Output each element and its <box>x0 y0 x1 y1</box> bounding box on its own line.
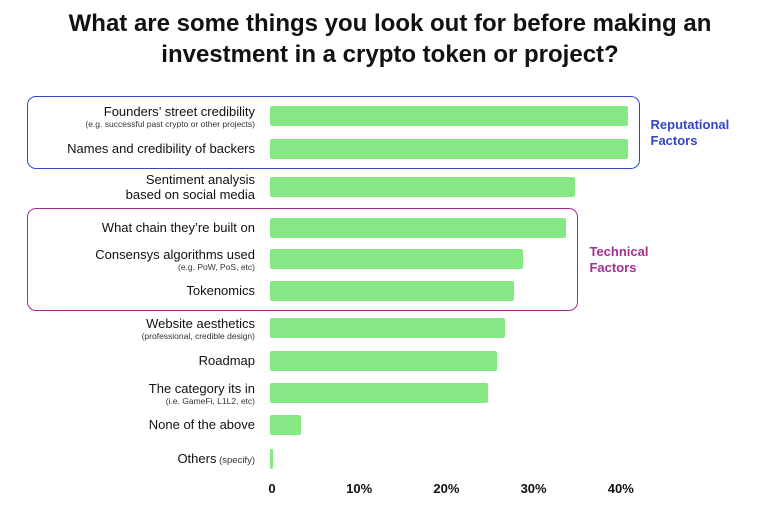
label-text: Consensys algorithms used <box>95 247 255 262</box>
bar <box>270 415 301 435</box>
label-text: Website aesthetics <box>146 316 255 331</box>
label-text: What chain they’re built on <box>101 220 255 235</box>
group-box <box>27 208 579 311</box>
chart-title: What are some things you look out for be… <box>0 8 780 70</box>
label-text: Names and credibility of backers <box>67 141 255 156</box>
category-label: Founders’ street credibility (e.g. succes… <box>85 104 255 129</box>
label-line: based on social media <box>125 187 255 202</box>
bar <box>270 281 515 301</box>
bar <box>270 449 273 469</box>
bar <box>270 318 506 338</box>
label-note: (specify) <box>216 455 255 466</box>
category-label: Sentiment analysis based on social media <box>126 172 255 202</box>
group-label: Technical Factors <box>589 244 648 276</box>
group-label-line: Technical <box>589 243 649 259</box>
x-tick-label: 10% <box>346 481 373 496</box>
label-text: Roadmap <box>198 353 255 368</box>
category-label: Consensys algorithms used (e.g. PoW, PoS,… <box>95 247 255 272</box>
label-text: The category its in <box>148 381 255 396</box>
label-note: (i.e. GameFi, L1L2, etc) <box>165 396 255 406</box>
label-note: (e.g. PoW, PoS, etc) <box>177 262 255 272</box>
bar <box>270 177 576 197</box>
bar <box>270 249 523 269</box>
label-line: Sentiment analysis <box>145 172 255 187</box>
group-label-line: Factors <box>650 132 698 148</box>
category-label: The category its in (i.e. GameFi, L1L2, e… <box>149 381 255 406</box>
x-tick-label: 20% <box>433 481 460 496</box>
label-note: (professional, credible design) <box>141 331 255 341</box>
label-note: (e.g. successful past crypto or other pr… <box>85 119 255 129</box>
category-label: Website aesthetics (professional, credibl… <box>142 316 255 341</box>
label-text: Others <box>177 451 217 466</box>
bar <box>270 139 628 159</box>
title-line-2: investment in a crypto token or project? <box>161 41 619 68</box>
category-label: None of the above <box>149 417 255 432</box>
x-tick-label: 40% <box>607 481 634 496</box>
group-label-line: Reputational <box>650 116 730 132</box>
bar <box>270 383 488 403</box>
bar <box>270 351 497 371</box>
category-label: Others (specify) <box>177 451 255 468</box>
category-label: Roadmap <box>199 353 255 368</box>
category-label: Tokenomics <box>186 283 255 298</box>
label-text: None of the above <box>148 417 255 432</box>
group-label: Reputational Factors <box>651 117 730 149</box>
title-line-1: What are some things you look out for be… <box>68 10 712 37</box>
category-label: What chain they’re built on <box>102 220 255 235</box>
group-label-line: Factors <box>589 259 637 275</box>
category-label: Names and credibility of backers <box>67 141 255 156</box>
label-text: Founders’ street credibility <box>103 104 255 119</box>
x-tick-label: 30% <box>520 481 547 496</box>
group-box <box>27 96 640 169</box>
x-tick-label: 0 <box>268 481 276 496</box>
label-text: Tokenomics <box>186 283 255 298</box>
bar <box>270 106 628 126</box>
bar <box>270 218 567 238</box>
